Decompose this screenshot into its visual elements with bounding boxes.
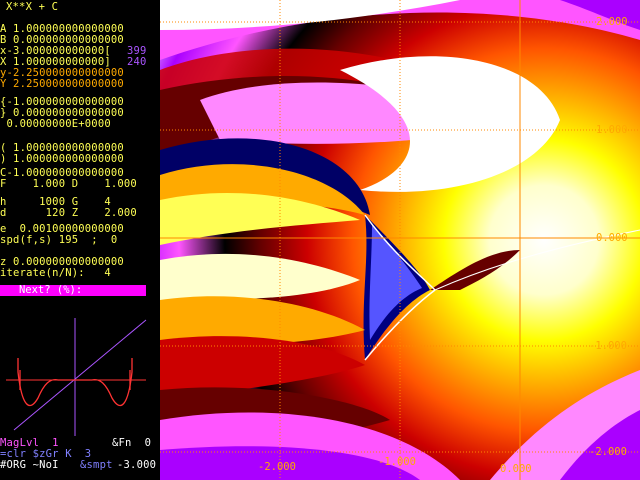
x-tick-0: 0.000 [500,463,532,475]
param-a[interactable]: A 1.000000000000000 [0,23,124,35]
param-h-g[interactable]: h 1000 G 4 [0,196,111,208]
param-b[interactable]: B 0.000000000000000 [0,34,124,46]
y-tick-neg1: -1.000 [589,340,627,352]
param-xmin[interactable]: x-3.000000000000[ [0,45,111,57]
param-c-real[interactable]: {-1.000000000000000 [0,96,124,108]
param-c-value[interactable]: C-1.000000000000000 [0,167,124,179]
org-status[interactable]: #ORG ~NoI [0,459,59,471]
preview-diagonal [13,319,147,431]
param-z[interactable]: z 0.000000000000000 [0,256,124,268]
param-f-d[interactable]: F 1.000 D 1.000 [0,178,137,190]
next-prompt-bar[interactable]: Next? (%): [0,285,146,296]
parameter-panel: X**X + C A 1.000000000000000 B 0.0000000… [0,0,160,480]
param-xres[interactable]: 399 [127,45,147,57]
x-tick-neg1: -1.000 [378,456,416,468]
y-tick-2: 2.000 [596,16,628,28]
smpt-status[interactable]: &smpt [80,459,113,471]
y-tick-0: 0.000 [596,232,628,244]
x-tick-neg2: -2.000 [258,461,296,473]
fractal-image [160,0,640,480]
grid-lines [160,0,640,480]
param-epsilon[interactable]: 0.00000000E+0000 [0,118,111,130]
clr-status[interactable]: =clr $zGr K 3 [0,448,92,460]
function-preview-plot [6,318,147,436]
param-yres[interactable]: 240 [127,56,147,68]
param-d-z[interactable]: d 120 Z 2.000 [0,207,137,219]
param-p-imag[interactable]: ) 1.000000000000000 [0,153,124,165]
y-tick-1: 1.000 [596,124,628,136]
param-e[interactable]: e 0.00100000000000 [0,223,124,235]
preview-curve [17,358,133,407]
param-iterate[interactable]: iterate(n/N): 4 [0,267,111,279]
param-ymin[interactable]: y-2.250000000000000 [0,67,124,79]
smpt-value: -3.000 [117,459,157,471]
param-xmax[interactable]: X 1.000000000000] [0,56,111,68]
param-ymax[interactable]: Y 2.250000000000000 [0,78,124,90]
fn-indicator[interactable]: &Fn 0 [112,437,152,449]
formula-label: X**X + C [6,1,59,13]
preview-curve-edges [19,370,131,390]
param-speed[interactable]: spd(f,s) 195 ; 0 [0,234,118,246]
param-c-imag[interactable]: } 0.000000000000000 [0,107,124,119]
y-tick-neg2: -2.000 [589,446,627,458]
mag-level[interactable]: MagLvl 1 [0,437,59,449]
fractal-canvas[interactable]: 2.000 1.000 0.000 -1.000 -2.000 -2.000 -… [160,0,640,480]
param-p-real[interactable]: ( 1.000000000000000 [0,142,124,154]
